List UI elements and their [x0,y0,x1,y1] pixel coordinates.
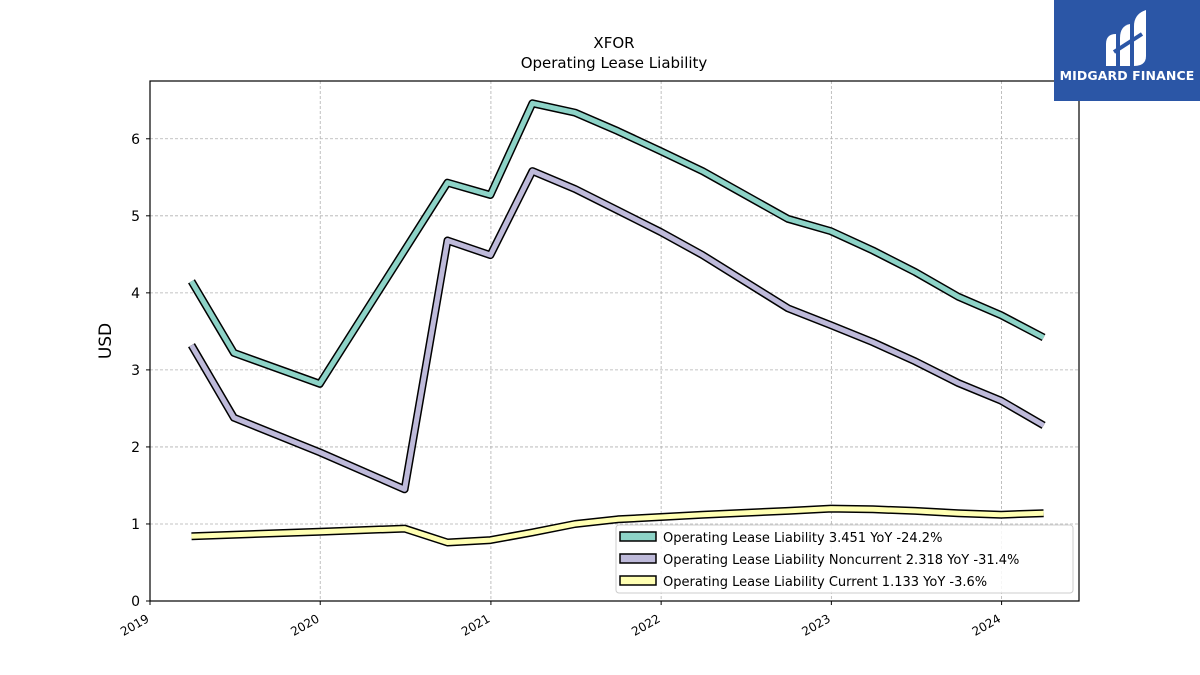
x-tick-label-4: 2023 [799,611,832,638]
series-outline-1 [188,167,1046,494]
y-tick-label-3: 3 [131,363,140,379]
x-tick-label-3: 2022 [629,611,662,638]
y-tick-label-4: 4 [131,286,140,302]
legend-swatch-2 [619,575,657,586]
x-tick-label-1: 2020 [288,611,321,638]
legend-label-2: Operating Lease Liability Current 1.133 … [663,575,987,590]
series-line-2 [191,506,1044,545]
chart-subtitle: Operating Lease Liability [521,54,708,72]
legend-label-1: Operating Lease Liability Noncurrent 2.3… [663,553,1019,568]
y-tick-label-5: 5 [131,209,140,225]
legend-label-0: Operating Lease Liability 3.451 YoY -24.… [663,531,942,546]
series-line-0 [189,100,1045,387]
y-tick-label-6: 6 [131,132,140,148]
legend-swatch-1 [619,553,657,564]
x-tick-label-2: 2021 [459,611,492,638]
plot-frame [149,80,1080,602]
legend-box [615,524,1074,594]
x-tick-label-5: 2024 [970,611,1003,638]
series-outline-0 [188,99,1046,388]
series-line-1 [189,168,1045,492]
logo-mark-icon [1106,10,1146,66]
chart-title: XFOR [593,34,634,52]
x-tick-label-0: 2019 [118,611,151,638]
logo-text: MIDGARD FINANCE [1059,68,1195,83]
legend-swatch-0 [619,531,657,542]
y-tick-label-2: 2 [131,440,140,456]
y-tick-label-0: 0 [131,594,140,610]
y-axis-label: USD [96,323,116,359]
brand-logo: MIDGARD FINANCE [1054,0,1200,101]
y-tick-label-1: 1 [131,517,140,533]
